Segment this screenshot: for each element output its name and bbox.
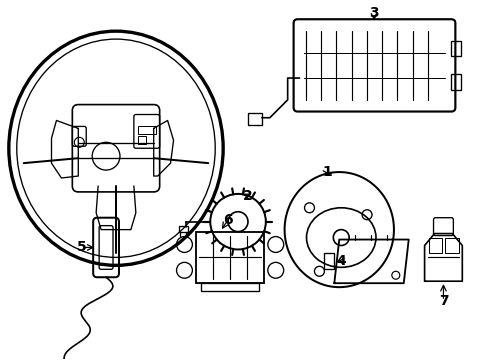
Bar bbox=[450, 74, 460, 90]
Bar bbox=[247, 113, 262, 125]
Bar bbox=[201, 283, 258, 291]
Text: 6: 6 bbox=[223, 213, 232, 227]
Bar bbox=[196, 231, 264, 283]
Bar bbox=[178, 226, 188, 231]
Bar bbox=[324, 253, 334, 269]
Bar bbox=[138, 126, 155, 134]
Text: 3: 3 bbox=[368, 6, 378, 20]
Text: 7: 7 bbox=[438, 294, 447, 308]
Bar bbox=[138, 136, 145, 144]
Text: 2: 2 bbox=[243, 189, 252, 203]
Text: 1: 1 bbox=[322, 165, 331, 179]
Text: 5: 5 bbox=[76, 240, 86, 255]
Text: 4: 4 bbox=[336, 255, 346, 268]
Bar bbox=[445, 238, 458, 253]
Bar bbox=[427, 238, 442, 253]
Bar bbox=[450, 41, 460, 57]
